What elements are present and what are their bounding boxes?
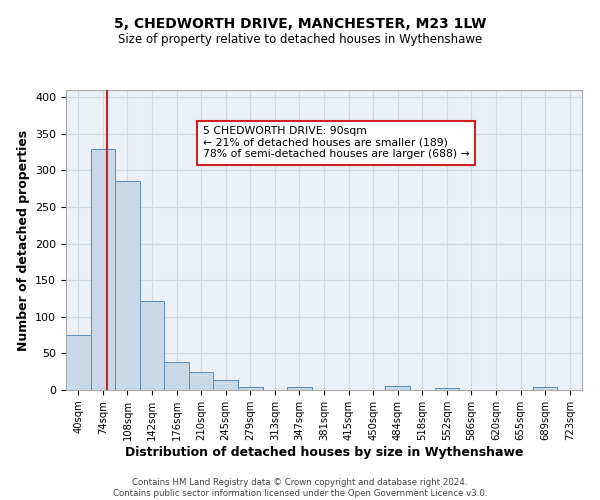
- Y-axis label: Number of detached properties: Number of detached properties: [17, 130, 29, 350]
- Bar: [91, 148, 115, 390]
- Text: 5, CHEDWORTH DRIVE, MANCHESTER, M23 1LW: 5, CHEDWORTH DRIVE, MANCHESTER, M23 1LW: [114, 18, 486, 32]
- Bar: [140, 302, 164, 390]
- Bar: [189, 372, 214, 390]
- Bar: [533, 387, 557, 390]
- X-axis label: Distribution of detached houses by size in Wythenshawe: Distribution of detached houses by size …: [125, 446, 523, 458]
- Bar: [164, 362, 189, 390]
- Bar: [214, 380, 238, 390]
- Text: Contains HM Land Registry data © Crown copyright and database right 2024.
Contai: Contains HM Land Registry data © Crown c…: [113, 478, 487, 498]
- Bar: [238, 387, 263, 390]
- Text: Size of property relative to detached houses in Wythenshawe: Size of property relative to detached ho…: [118, 32, 482, 46]
- Bar: [66, 335, 91, 390]
- Text: 5 CHEDWORTH DRIVE: 90sqm
← 21% of detached houses are smaller (189)
78% of semi-: 5 CHEDWORTH DRIVE: 90sqm ← 21% of detach…: [203, 126, 469, 159]
- Bar: [287, 387, 312, 390]
- Bar: [115, 182, 140, 390]
- Bar: [434, 388, 459, 390]
- Bar: [385, 386, 410, 390]
